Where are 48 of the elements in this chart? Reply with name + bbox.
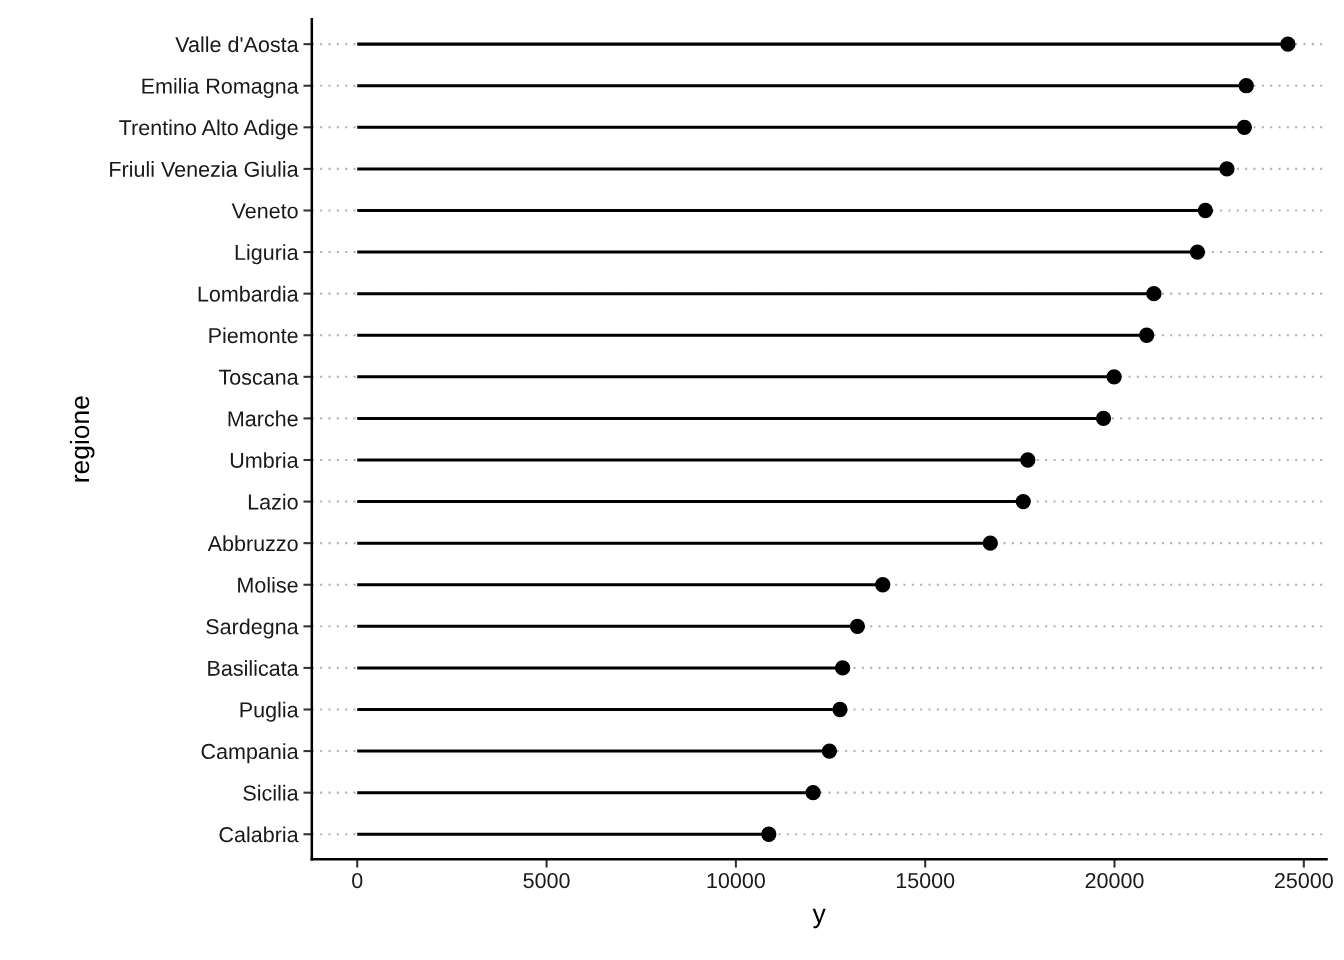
y-tick-label: Veneto	[231, 203, 298, 219]
y-tick-label: Toscana	[218, 369, 299, 385]
y-tick-label: Sicilia	[243, 784, 299, 801]
y-axis-title: regione	[69, 396, 95, 482]
x-axis-title: y	[812, 908, 826, 929]
y-tick-label: Marche	[228, 410, 298, 427]
y-tick-label: Campania	[201, 743, 299, 764]
point	[821, 743, 838, 759]
y-tick-label: Piemonte	[209, 327, 298, 344]
y-tick-label: Puglia	[240, 701, 299, 722]
point	[1139, 327, 1155, 343]
point	[1219, 161, 1235, 177]
y-tick-label: Umbria	[230, 452, 299, 468]
x-tick-label: 25000	[1274, 872, 1333, 889]
point	[982, 535, 998, 551]
x-tick-label: 15000	[896, 872, 955, 889]
point	[1095, 410, 1112, 427]
y-tick-label: Calabria	[219, 826, 299, 843]
point	[1015, 493, 1031, 510]
x-tick-label: 10000	[707, 872, 765, 889]
x-tick-label: 0	[352, 872, 363, 889]
point	[1197, 202, 1214, 219]
point	[875, 577, 891, 593]
y-tick-label: Friuli Venezia Giulia	[110, 161, 299, 177]
point	[1146, 286, 1162, 302]
point	[1280, 36, 1296, 52]
point	[832, 701, 848, 718]
y-tick-label: Trentino Alto Adige	[119, 119, 298, 140]
point	[761, 826, 777, 842]
y-tick-label: Valle d'Aosta	[175, 36, 299, 53]
y-tick-label: Lombardia	[198, 285, 299, 302]
point	[805, 785, 821, 801]
point	[1020, 452, 1036, 468]
point	[835, 660, 851, 676]
point	[849, 618, 866, 634]
y-tick-label: Basilicata	[208, 660, 299, 676]
y-tick-label: Lazio	[248, 493, 298, 510]
y-tick-label: Molise	[238, 576, 298, 593]
point	[1189, 244, 1206, 260]
y-tick-label: Emilia Romagna	[142, 77, 299, 98]
x-tick-label: 5000	[523, 872, 570, 889]
y-tick-label: Liguria	[235, 244, 299, 265]
y-tick-label: Abbruzzo	[207, 535, 298, 552]
point	[1106, 369, 1122, 385]
x-tick-label: 20000	[1085, 872, 1144, 889]
point	[1238, 78, 1254, 94]
point	[1236, 119, 1253, 135]
y-tick-label: Sardegna	[206, 618, 299, 639]
